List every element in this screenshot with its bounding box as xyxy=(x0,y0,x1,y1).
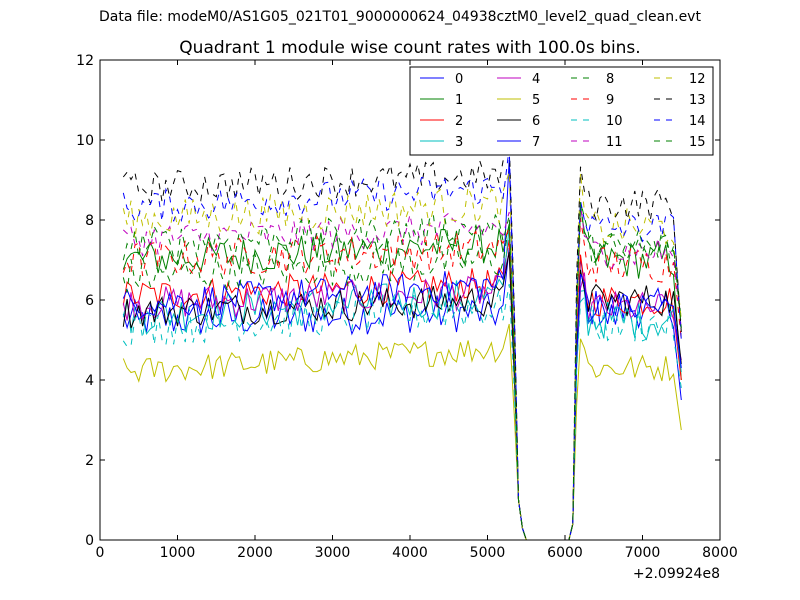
y-tick-label: 2 xyxy=(85,453,94,469)
series-line-1 xyxy=(122,206,682,541)
y-tick-label: 0 xyxy=(85,533,94,549)
legend-label-13: 13 xyxy=(689,93,706,108)
series-line-5 xyxy=(122,323,682,541)
x-tick-label: 4000 xyxy=(392,545,428,561)
legend-label-5: 5 xyxy=(532,93,540,108)
series-line-15 xyxy=(122,202,682,541)
legend-label-7: 7 xyxy=(532,135,540,150)
legend-label-2: 2 xyxy=(455,114,463,129)
ticks-layer: 0 1000 2000 3000 4000 5000 6000 7000 80000246810… xyxy=(76,53,738,561)
y-tick-label: 10 xyxy=(76,133,94,149)
series-line-6 xyxy=(122,251,682,541)
series-line-3 xyxy=(122,227,682,541)
y-tick-label: 12 xyxy=(76,53,94,69)
series-line-13 xyxy=(122,139,682,541)
x-tick-label: 3000 xyxy=(315,545,351,561)
series-layer xyxy=(122,139,682,541)
legend-label-8: 8 xyxy=(606,72,614,87)
legend-label-3: 3 xyxy=(455,135,463,150)
y-tick-label: 6 xyxy=(85,293,94,309)
x-tick-label: 6000 xyxy=(547,545,583,561)
legend-label-15: 15 xyxy=(689,135,706,150)
legend-label-9: 9 xyxy=(606,93,614,108)
legend-box xyxy=(409,66,714,156)
series-line-7 xyxy=(122,159,682,541)
series-line-11 xyxy=(122,203,682,541)
x-tick-label: 8000 xyxy=(702,545,738,561)
x-tick-label: 5000 xyxy=(470,545,506,561)
legend-label-14: 14 xyxy=(689,114,706,129)
series-line-10 xyxy=(122,283,682,541)
x-tick-label: 7000 xyxy=(625,545,661,561)
series-line-14 xyxy=(122,147,682,541)
series-line-2 xyxy=(122,239,682,541)
figure-supertitle: Data file: modeM0/AS1G05_021T01_90000006… xyxy=(99,9,701,25)
series-line-0 xyxy=(122,247,682,541)
series-line-9 xyxy=(122,217,682,541)
x-tick-label: 1000 xyxy=(160,545,196,561)
legend-label-4: 4 xyxy=(532,72,540,87)
legend-label-0: 0 xyxy=(455,72,463,87)
legend-label-12: 12 xyxy=(689,72,706,87)
y-tick-label: 4 xyxy=(85,373,94,389)
series-line-8 xyxy=(122,203,682,541)
x-offset-label: +2.09924e8 xyxy=(633,566,720,582)
series-line-4 xyxy=(122,251,682,541)
legend-label-1: 1 xyxy=(455,93,463,108)
x-tick-label: 2000 xyxy=(237,545,273,561)
chart-title: Quadrant 1 module wise count rates with … xyxy=(179,38,640,58)
legend-label-6: 6 xyxy=(532,114,540,129)
legend-label-10: 10 xyxy=(606,114,623,129)
series-line-12 xyxy=(122,171,682,541)
y-tick-label: 8 xyxy=(85,213,94,229)
legend-label-11: 11 xyxy=(606,135,623,150)
x-tick-label: 0 xyxy=(96,545,105,561)
